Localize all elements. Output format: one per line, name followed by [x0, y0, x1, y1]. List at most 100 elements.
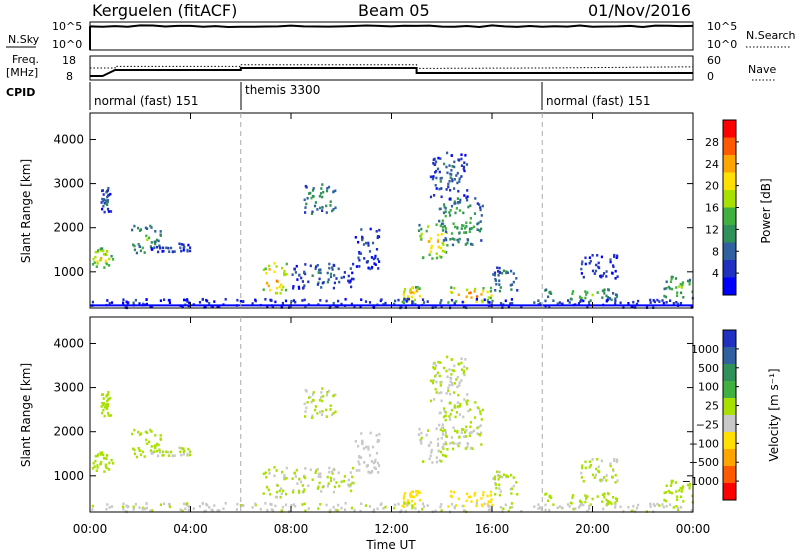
- power-colorbar-swatch: [723, 155, 736, 173]
- velocity-colorbar-swatch: [723, 449, 736, 467]
- power-colorbar-tick-label: 8: [712, 245, 719, 258]
- power-ylabel: Slant Range [km]: [19, 159, 33, 263]
- power-frame: [89, 112, 694, 309]
- power-colorbar-tick-label: 28: [705, 136, 719, 149]
- power-colorbar-tick-label: 4: [712, 267, 719, 280]
- power-colorbar-swatch: [723, 277, 736, 296]
- power-colorbar-tick-label: 12: [705, 223, 719, 236]
- y-tick-label: 3000: [53, 177, 84, 191]
- velocity-colorbar-tick-label: 1000: [691, 343, 719, 356]
- velocity-colorbar-label: Velocity [m s⁻¹]: [767, 368, 781, 461]
- frequency-line: [90, 67, 693, 77]
- power-patch: [92, 247, 115, 269]
- nave-tick-bottom: 0: [707, 70, 714, 83]
- power-colorbar: 28 24 20 16 12 8 4: [705, 119, 739, 296]
- velocity-patch: [438, 401, 484, 451]
- x-tick-label: 00:00: [73, 522, 108, 536]
- power-colorbar-swatch: [723, 137, 736, 156]
- y-tick-label: 3000: [53, 381, 84, 395]
- cpid-separator-lines: [240, 113, 543, 512]
- velocity-patch: [447, 490, 494, 508]
- velocity-patch: [100, 390, 113, 418]
- x-tick-label: 04:00: [173, 522, 208, 536]
- velocity-colorbar-swatch: [723, 330, 736, 348]
- nsky-line: [89, 24, 694, 50]
- power-colorbar-swatch: [723, 207, 736, 226]
- power-patch: [354, 227, 381, 271]
- velocity-colorbar-frame: [722, 329, 737, 501]
- nave-line: [90, 64, 694, 69]
- power-colorbar-swatch: [723, 190, 736, 208]
- velocity-colorbar: 1000 500 100 25 −25 −100 −500 −1000: [682, 329, 739, 501]
- velocity-patch: [262, 466, 288, 499]
- freq-tick-bottom: 8: [66, 70, 73, 83]
- velocity-colorbar-tick-label: −1000: [682, 475, 719, 488]
- velocity-colorbar-swatch: [723, 415, 736, 433]
- nsearch-tick-bottom: 10^0: [707, 38, 737, 51]
- x-tick-label: 20:00: [575, 522, 610, 536]
- velocity-patch: [354, 431, 381, 475]
- power-patch: [100, 186, 113, 214]
- velocity-colorbar-swatch: [723, 347, 736, 365]
- velocity-colorbar-tick-label: −500: [689, 456, 719, 469]
- power-patch: [131, 224, 162, 255]
- power-colorbar-swatch: [723, 172, 736, 191]
- freq-label-1: Freq.: [12, 53, 39, 66]
- power-heatmap: [90, 151, 694, 310]
- velocity-patch: [580, 457, 619, 484]
- velocity-colorbar-swatch: [723, 398, 736, 416]
- velocity-patch: [492, 470, 519, 497]
- velocity-colorbar-swatch: [723, 466, 736, 484]
- power-colorbar-tick-label: 24: [705, 158, 719, 171]
- power-patch: [401, 286, 422, 304]
- power-colorbar-swatch: [723, 242, 736, 261]
- velocity-y-ticks: 1000 2000 3000 4000: [53, 336, 693, 483]
- x-axis-ticks: 00:00 04:00 08:00 12:00 16:00 20:00 00:00: [73, 113, 711, 536]
- nave-label: Nave: [748, 63, 776, 76]
- velocity-frame: [89, 316, 694, 513]
- velocity-patch: [150, 446, 192, 458]
- velocity-colorbar-tick-label: 100: [698, 381, 719, 394]
- freq-tick-top: 18: [62, 54, 76, 67]
- y-tick-label: 1000: [53, 265, 84, 279]
- velocity-colorbar-tick-label: −25: [696, 418, 719, 431]
- nave-tick-top: 60: [707, 54, 721, 67]
- velocity-colorbar-swatch: [723, 381, 736, 399]
- nsky-label: N.Sky: [8, 33, 40, 46]
- velocity-colorbar-tick-label: 25: [705, 400, 719, 413]
- power-y-ticks: 1000 2000 3000 4000: [53, 132, 693, 279]
- y-tick-label: 4000: [53, 132, 84, 146]
- nsky-tick-bottom: 10^0: [52, 38, 82, 51]
- velocity-patch: [303, 387, 337, 419]
- freq-label-2: [MHz]: [6, 66, 38, 79]
- velocity-colorbar-tick-label: −100: [689, 437, 719, 450]
- power-patch: [150, 242, 192, 254]
- x-tick-label: 12:00: [374, 522, 409, 536]
- cpid-segment-2: themis 3300: [245, 83, 320, 97]
- power-colorbar-tick-label: 16: [705, 202, 719, 215]
- velocity-colorbar-tick-label: 500: [698, 362, 719, 375]
- power-patch: [663, 275, 694, 300]
- power-patch: [303, 183, 337, 215]
- power-patch: [492, 266, 519, 293]
- power-colorbar-tick-label: 20: [705, 180, 719, 193]
- power-patch: [580, 253, 619, 280]
- x-tick-label: 16:00: [475, 522, 510, 536]
- y-tick-label: 2000: [53, 221, 84, 235]
- date-title: 01/Nov/2016: [588, 1, 691, 20]
- beam-title: Beam 05: [358, 1, 430, 20]
- velocity-colorbar-swatch: [723, 483, 736, 501]
- velocity-colorbar-swatch: [723, 432, 736, 450]
- power-patch: [291, 262, 355, 290]
- cpid-label: CPID: [6, 86, 35, 99]
- velocity-patch: [131, 428, 162, 459]
- power-patch: [438, 197, 484, 247]
- velocity-patch: [291, 466, 355, 494]
- nsearch-label: N.Search: [746, 29, 796, 42]
- velocity-colorbar-swatch: [723, 364, 736, 382]
- cpid-segment-3: normal (fast) 151: [546, 94, 650, 108]
- x-tick-label: 00:00: [676, 522, 711, 536]
- x-tick-label: 08:00: [274, 522, 309, 536]
- y-tick-label: 1000: [53, 469, 84, 483]
- velocity-patch: [92, 451, 115, 473]
